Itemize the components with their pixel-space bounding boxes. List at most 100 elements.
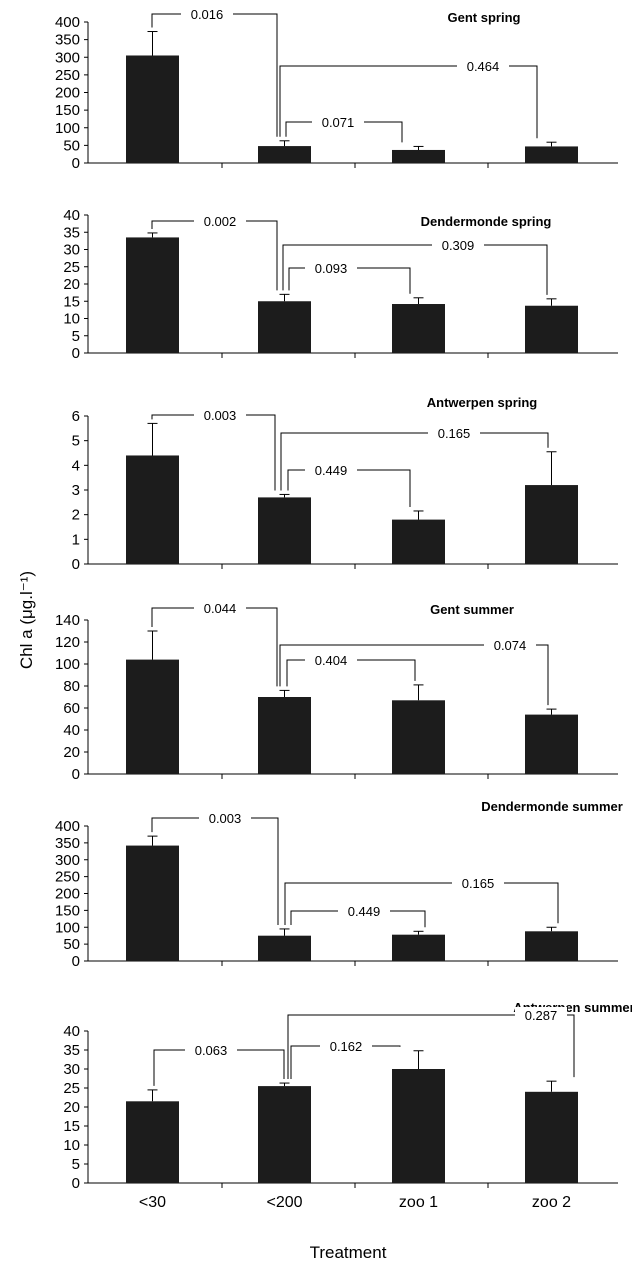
y-tick-label: 5 — [72, 328, 80, 345]
y-tick-label: 140 — [55, 612, 80, 629]
bar — [258, 1086, 311, 1183]
bar — [126, 845, 179, 961]
p-value-background — [194, 213, 246, 229]
p-value-label: 0.002 — [204, 214, 237, 229]
y-tick-label: 0 — [72, 766, 80, 783]
significance-bracket — [280, 432, 549, 491]
panel-title: Gent spring — [448, 10, 521, 25]
y-tick-label: 20 — [63, 744, 80, 761]
bar — [392, 304, 445, 353]
y-tick-label: 25 — [63, 259, 80, 276]
p-value-label: 0.165 — [462, 876, 495, 891]
y-tick-label: 20 — [63, 1099, 80, 1116]
bar — [392, 519, 445, 564]
p-value-background — [515, 1007, 567, 1023]
p-value-background — [484, 637, 536, 653]
bar — [525, 305, 578, 353]
y-tick-label: 30 — [63, 1061, 80, 1078]
y-tick-label: 25 — [63, 1080, 80, 1097]
y-tick-label: 35 — [63, 224, 80, 241]
y-tick-label: 100 — [55, 656, 80, 673]
bar — [392, 700, 445, 774]
significance-bracket — [287, 1014, 575, 1080]
bar — [392, 934, 445, 961]
p-value-label: 0.063 — [195, 1043, 228, 1058]
p-value-background — [312, 114, 364, 130]
y-tick-label: 50 — [63, 137, 80, 154]
p-value-background — [194, 600, 246, 616]
y-tick-label: 0 — [72, 345, 80, 362]
y-tick-label: 0 — [72, 556, 80, 573]
y-tick-label: 0 — [72, 155, 80, 172]
y-tick-label: 5 — [72, 1156, 80, 1173]
y-tick-label: 150 — [55, 102, 80, 119]
bar — [392, 1069, 445, 1183]
significance-bracket — [284, 882, 559, 925]
y-tick-label: 400 — [55, 818, 80, 835]
bar — [258, 146, 311, 163]
p-value-label: 0.016 — [191, 7, 224, 22]
bar — [525, 146, 578, 163]
y-tick-label: 50 — [63, 936, 80, 953]
y-tick-label: 1 — [72, 531, 80, 548]
y-tick-label: 300 — [55, 49, 80, 66]
bar — [525, 485, 578, 564]
significance-bracket — [282, 244, 548, 295]
p-value-background — [457, 58, 509, 74]
y-tick-label: 0 — [72, 953, 80, 970]
bar — [126, 237, 179, 353]
bar — [258, 497, 311, 564]
bar — [258, 697, 311, 774]
p-value-label: 0.165 — [438, 426, 471, 441]
panel-title: Gent summer — [430, 602, 514, 617]
p-value-background — [305, 260, 357, 276]
y-tick-label: 15 — [63, 1118, 80, 1135]
y-tick-label: 120 — [55, 634, 80, 651]
p-value-background — [428, 425, 480, 441]
significance-bracket — [279, 65, 538, 139]
y-tick-label: 100 — [55, 120, 80, 137]
p-value-background — [338, 903, 390, 919]
y-tick-label: 2 — [72, 507, 80, 524]
p-value-label: 0.287 — [525, 1008, 558, 1023]
p-value-label: 0.003 — [204, 408, 237, 423]
y-tick-label: 30 — [63, 242, 80, 259]
x-tick-label: zoo 2 — [532, 1194, 571, 1211]
y-tick-label: 250 — [55, 869, 80, 886]
y-tick-label: 400 — [55, 14, 80, 31]
p-value-label: 0.404 — [315, 653, 348, 668]
p-value-background — [320, 1038, 372, 1054]
y-tick-label: 200 — [55, 85, 80, 102]
bar — [126, 455, 179, 564]
y-tick-label: 4 — [72, 457, 80, 474]
p-value-label: 0.449 — [348, 904, 381, 919]
p-value-background — [305, 462, 357, 478]
y-tick-label: 300 — [55, 852, 80, 869]
x-tick-label: <200 — [266, 1194, 302, 1211]
y-tick-label: 40 — [63, 1023, 80, 1040]
y-tick-label: 60 — [63, 700, 80, 717]
p-value-label: 0.309 — [442, 238, 475, 253]
p-value-background — [194, 407, 246, 423]
y-tick-label: 100 — [55, 919, 80, 936]
y-tick-label: 10 — [63, 1137, 80, 1154]
y-axis-label: Chl a (μg.l⁻¹) — [17, 571, 36, 669]
y-tick-label: 250 — [55, 67, 80, 84]
p-value-background — [181, 6, 233, 22]
panel-title: Dendermonde spring — [421, 214, 552, 229]
y-tick-label: 6 — [72, 408, 80, 425]
p-value-background — [432, 237, 484, 253]
x-axis-label: Treatment — [310, 1243, 387, 1262]
y-tick-label: 200 — [55, 886, 80, 903]
y-tick-label: 35 — [63, 1042, 80, 1059]
y-tick-label: 5 — [72, 433, 80, 450]
p-value-background — [185, 1042, 237, 1058]
p-value-background — [305, 652, 357, 668]
p-value-label: 0.071 — [322, 115, 355, 130]
bar — [525, 931, 578, 961]
